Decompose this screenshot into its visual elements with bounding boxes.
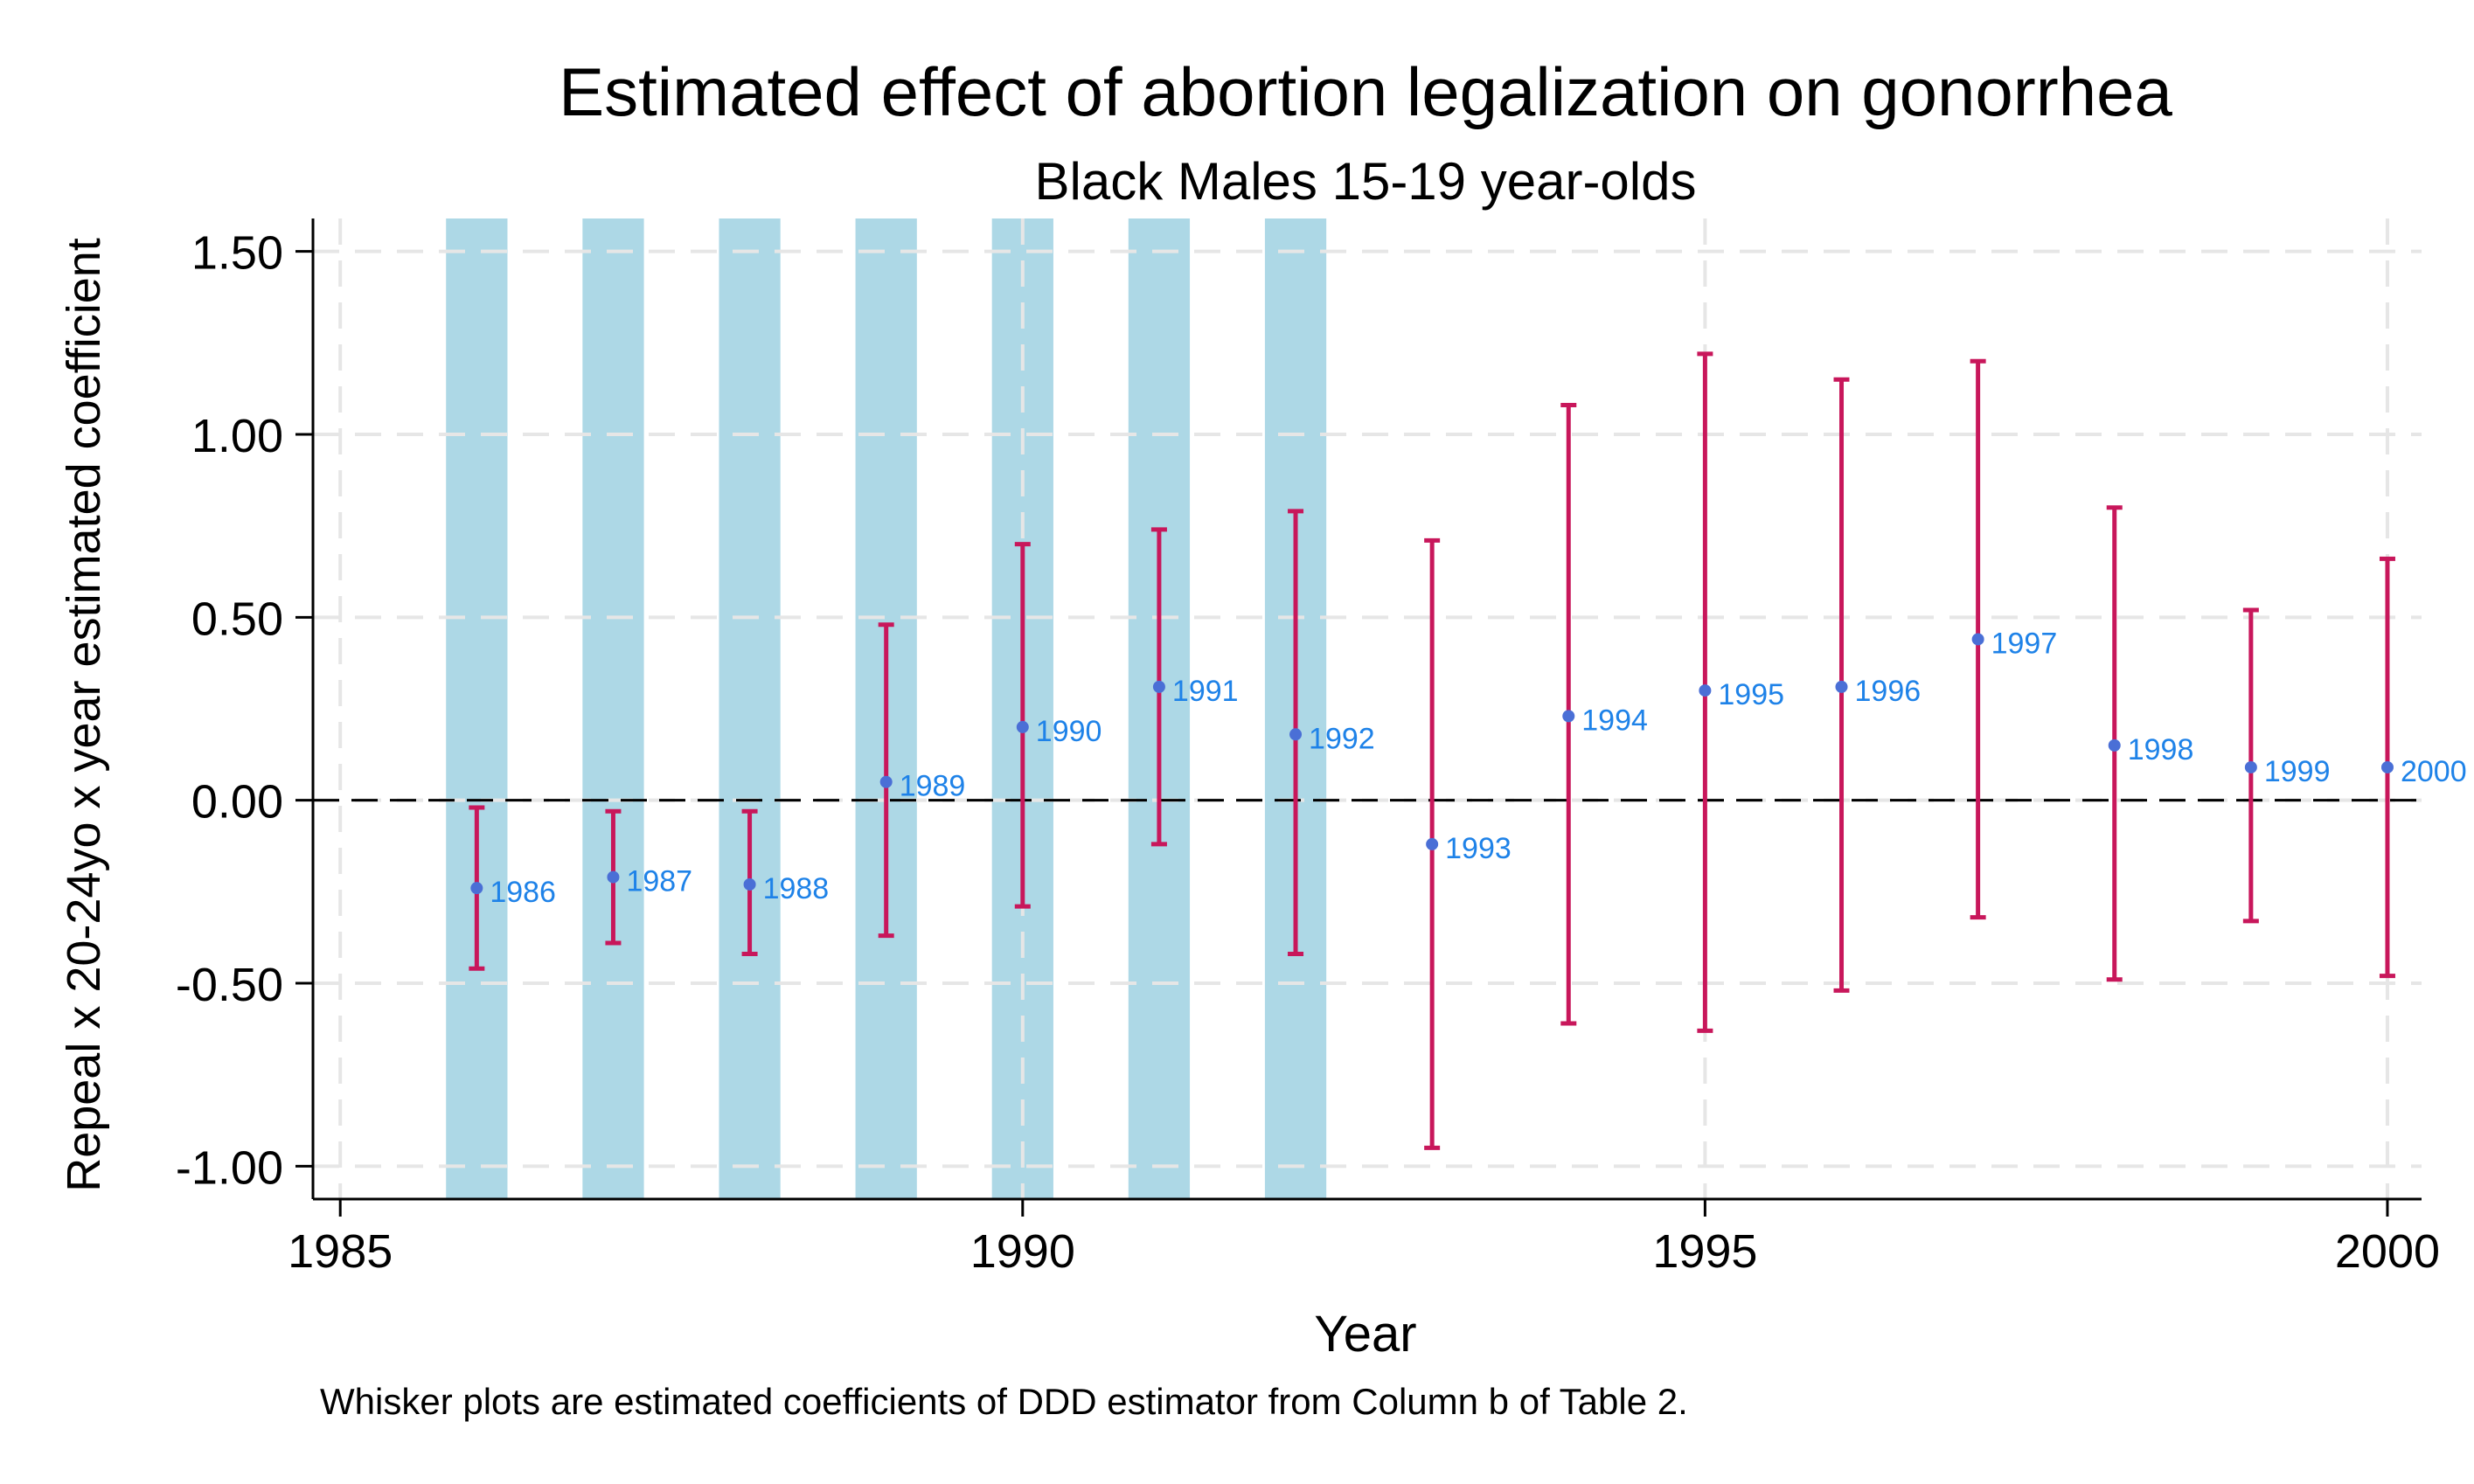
x-axis-ticks: 1985 1990 1995 2000 — [288, 1199, 2440, 1278]
y-tick-label-1: 1.00 — [191, 410, 283, 462]
y-tick-label-2: 0.50 — [191, 593, 283, 645]
point-label-1989: 1989 — [900, 770, 966, 803]
point-label-1996: 1996 — [1855, 675, 1922, 708]
point-markers — [470, 633, 2394, 895]
chart-note: Whisker plots are estimated coefficients… — [320, 1381, 1688, 1422]
y-tick-label-0: 1.50 — [191, 227, 283, 280]
x-tick-label-0: 1985 — [288, 1225, 393, 1278]
point-label-1993: 1993 — [1445, 832, 1512, 865]
axes — [311, 218, 2422, 1201]
chart-subtitle: Black Males 15-19 year-olds — [1034, 152, 1696, 211]
point-1996 — [1835, 680, 1848, 693]
point-label-1999: 1999 — [2264, 755, 2331, 788]
point-label-1987: 1987 — [626, 865, 692, 898]
x-tick-label-1: 1990 — [970, 1225, 1075, 1278]
point-label-1995: 1995 — [1718, 678, 1784, 711]
point-2000 — [2380, 760, 2394, 773]
shaded-band-1988 — [719, 218, 781, 1199]
x-tick-label-2: 1995 — [1652, 1225, 1757, 1278]
point-1994 — [1562, 710, 1575, 723]
point-1991 — [1152, 680, 1165, 693]
point-1987 — [607, 870, 620, 884]
point-1998 — [2108, 739, 2121, 752]
y-tick-label-5: -1.00 — [176, 1141, 283, 1194]
point-label-1990: 1990 — [1036, 715, 1102, 748]
shaded-band-1987 — [582, 218, 644, 1199]
point-1999 — [2244, 760, 2257, 773]
point-label-1986: 1986 — [490, 876, 556, 909]
point-1986 — [470, 882, 483, 895]
shaded-band-1986 — [446, 218, 508, 1199]
x-tick-label-3: 2000 — [2335, 1225, 2440, 1278]
point-1993 — [1426, 837, 1439, 850]
point-label-1991: 1991 — [1172, 675, 1239, 708]
point-label-1994: 1994 — [1581, 704, 1648, 737]
chart-title: Estimated effect of abortion legalizatio… — [559, 53, 2172, 130]
point-1995 — [1699, 684, 1712, 697]
point-label-1992: 1992 — [1309, 722, 1375, 755]
point-1992 — [1289, 728, 1303, 741]
x-axis-label: Year — [1314, 1306, 1416, 1363]
point-1988 — [743, 877, 756, 891]
y-axis-label: Repeal x 20-24yo x year estimated coeffi… — [58, 238, 110, 1192]
point-1990 — [1016, 720, 1029, 733]
y-tick-label-3: 0.00 — [191, 776, 283, 829]
point-label-1988: 1988 — [763, 872, 830, 905]
point-1997 — [1971, 633, 1984, 646]
point-1989 — [879, 775, 893, 788]
point-label-1998: 1998 — [2128, 733, 2194, 766]
point-label-2000: 2000 — [2401, 755, 2467, 788]
point-labels: 1986 1987 1988 1989 1990 1991 1992 1993 1994 1995… — [490, 627, 2466, 909]
point-label-1997: 1997 — [1991, 627, 2058, 660]
y-tick-label-4: -0.50 — [176, 959, 283, 1011]
y-axis-ticks: 1.50 1.00 0.50 0.00 -0.50 -1.00 — [176, 227, 313, 1194]
